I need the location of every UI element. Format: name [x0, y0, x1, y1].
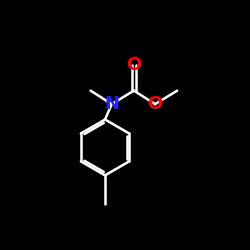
- Text: O: O: [126, 56, 142, 74]
- Text: N: N: [104, 95, 119, 113]
- Text: O: O: [148, 95, 163, 113]
